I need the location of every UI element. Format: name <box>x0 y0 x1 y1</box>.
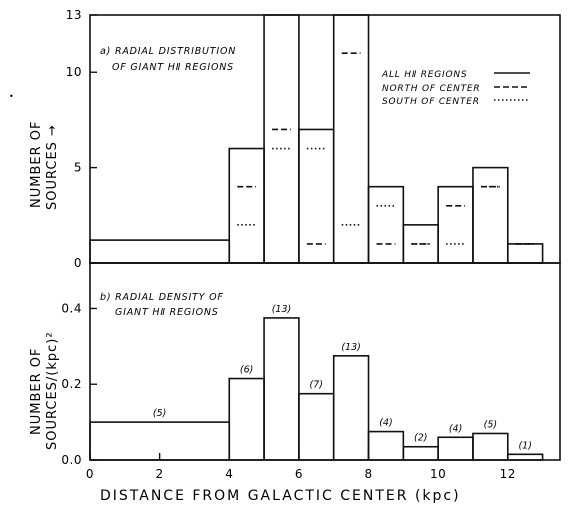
panel-b-count-label: (5) <box>484 419 497 430</box>
panel-a-bar-solid <box>506 243 544 264</box>
panel-a-ylabel-line2: SOURCES → <box>45 124 60 210</box>
legend-label-north: NORTH OF CENTER <box>382 84 480 94</box>
panel-b-count-label: (1) <box>518 440 531 451</box>
panel-a-bar-solid <box>89 239 231 264</box>
panel-b-bar <box>402 445 439 461</box>
panel-b-count-label: (2) <box>414 433 427 444</box>
panel-b-bars <box>89 317 544 461</box>
panel-a-ytick-label: 13 <box>66 8 82 22</box>
panel-b-bar <box>228 377 265 461</box>
panel-b-bar <box>472 432 509 461</box>
panel-a-bar-solid <box>367 185 405 264</box>
panel-b-annotation-line1: b) RADIAL DENSITY OF <box>100 292 224 303</box>
panel-a-ytick-label: 10 <box>66 65 82 79</box>
panel-a-bar-solid <box>228 147 265 264</box>
panel-b-ytick-label: 0.2 <box>61 377 82 391</box>
panel-b-count-labels: (5) (6) (13) (7) (13) (4) (2) (4) (5) (1) <box>153 304 532 451</box>
panel-b-count-label: (13) <box>341 342 361 353</box>
panel-a-ytick-label: 0 <box>74 256 82 270</box>
panel-b-bar <box>298 392 335 461</box>
panel-a-bar-solid <box>437 185 474 264</box>
x-tick-label: 4 <box>225 467 233 481</box>
panel-a-y-ticks: 0 5 10 13 <box>66 8 97 270</box>
x-axis-label: DISTANCE FROM GALACTIC CENTER (kpc) <box>100 488 461 504</box>
panel-b-count-label: (7) <box>310 380 323 391</box>
panel-b-bar <box>506 453 544 461</box>
panel-a-annotation-line1: a) RADIAL DISTRIBUTION <box>100 46 236 57</box>
legend-label-south: SOUTH OF CENTER <box>382 97 480 107</box>
legend: ALL HⅡ REGIONS NORTH OF CENTER SOUTH OF … <box>381 70 530 107</box>
panel-a-bars <box>89 14 544 264</box>
panel-b-bar <box>437 436 474 461</box>
x-axis-ticks: 0 2 4 6 8 10 12 <box>86 453 516 481</box>
panel-a-bar-solid <box>263 14 300 264</box>
x-tick-label: 0 <box>86 467 94 481</box>
panel-b-bar <box>367 430 405 461</box>
panel-a-annotation-line2: OF GIANT HⅡ REGIONS <box>112 62 234 73</box>
stray-mark: • <box>9 92 14 101</box>
panel-a-ytick-label: 5 <box>74 161 82 175</box>
panel-b-annotation-line2: GIANT HⅡ REGIONS <box>115 307 219 318</box>
panel-b-count-label: (6) <box>240 365 253 376</box>
x-tick-label: 2 <box>156 467 164 481</box>
panel-b-count-label: (4) <box>379 418 392 429</box>
panel-b-count-label: (4) <box>449 423 462 434</box>
x-tick-label: 10 <box>430 467 446 481</box>
x-tick-label: 6 <box>295 467 303 481</box>
panel-a-ylabel-line1: NUMBER OF <box>29 121 44 208</box>
legend-label-all: ALL HⅡ REGIONS <box>381 70 467 80</box>
panel-b-count-label: (5) <box>153 408 166 419</box>
panel-b-y-ticks: 0.0 0.2 0.4 <box>61 301 97 467</box>
panel-b-count-label: (13) <box>272 304 292 315</box>
panel-b-ylabel-line1: NUMBER OF <box>29 348 44 435</box>
panel-b-ytick-label: 0.0 <box>61 453 82 467</box>
panel-b-bar <box>263 317 300 461</box>
panel-b-ytick-label: 0.4 <box>61 301 82 315</box>
panel-a-bar-solid <box>298 128 335 264</box>
panel-a-bar-solid <box>472 166 509 264</box>
panel-b-bar <box>332 355 370 461</box>
x-tick-label: 8 <box>364 467 372 481</box>
panel-a: 0 5 10 13 a) RADIAL DISTRIBUTION OF GIANT H… <box>9 8 561 270</box>
panel-b: 0.0 0.2 0.4 0 2 4 6 8 10 12 (5) (6) (13) (7) (13) (4)… <box>29 262 561 504</box>
x-tick-label: 12 <box>500 467 516 481</box>
panel-a-bar-solid <box>332 14 370 264</box>
panel-b-ylabel-line2: SOURCES/(kpc)² <box>45 331 60 450</box>
